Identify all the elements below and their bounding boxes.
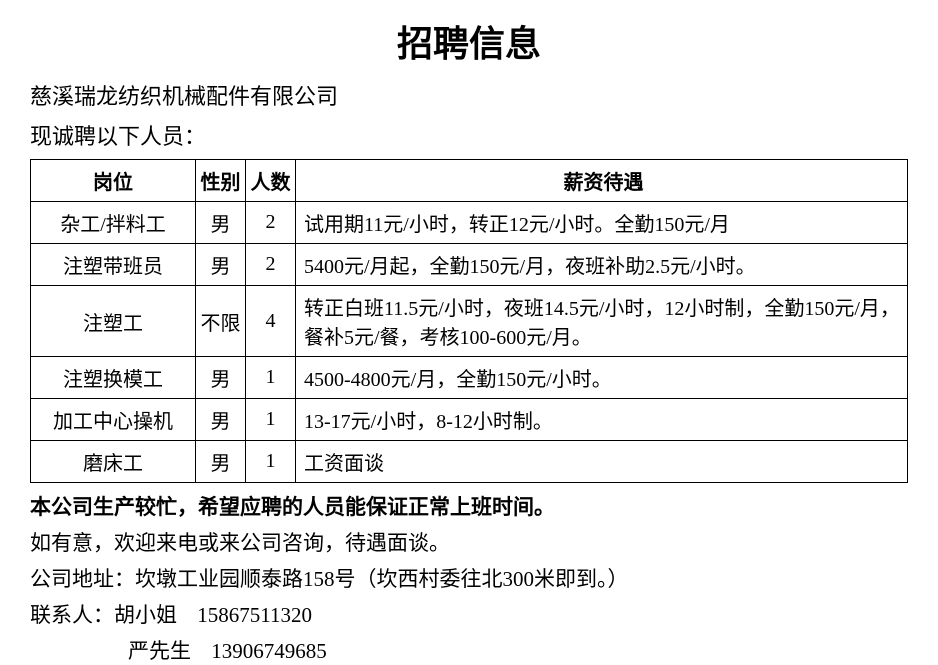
subtitle: 现诚聘以下人员： — [30, 119, 908, 151]
table-row: 注塑工 不限 4 转正白班11.5元/小时，夜班14.5元/小时，12小时制，全… — [31, 286, 908, 357]
recruitment-table: 岗位 性别 人数 薪资待遇 杂工/拌料工 男 2 试用期11元/小时，转正12元… — [30, 159, 908, 483]
table-row: 杂工/拌料工 男 2 试用期11元/小时，转正12元/小时。全勤150元/月 — [31, 202, 908, 244]
cell-gender: 男 — [196, 357, 246, 399]
cell-position: 杂工/拌料工 — [31, 202, 196, 244]
company-name: 慈溪瑞龙纺织机械配件有限公司 — [30, 79, 908, 111]
cell-position: 注塑换模工 — [31, 357, 196, 399]
cell-gender: 男 — [196, 244, 246, 286]
table-row: 磨床工 男 1 工资面谈 — [31, 441, 908, 483]
cell-salary: 5400元/月起，全勤150元/月，夜班补助2.5元/小时。 — [296, 244, 908, 286]
cell-count: 2 — [246, 244, 296, 286]
cell-count: 1 — [246, 399, 296, 441]
contact2-name: 严先生 — [128, 635, 206, 665]
header-gender: 性别 — [196, 160, 246, 202]
table-header-row: 岗位 性别 人数 薪资待遇 — [31, 160, 908, 202]
cell-count: 1 — [246, 441, 296, 483]
contact2-phone: 13906749685 — [211, 639, 327, 663]
table-row: 注塑换模工 男 1 4500-4800元/月，全勤150元/小时。 — [31, 357, 908, 399]
cell-position: 注塑带班员 — [31, 244, 196, 286]
cell-count: 2 — [246, 202, 296, 244]
cell-position: 磨床工 — [31, 441, 196, 483]
cell-salary: 工资面谈 — [296, 441, 908, 483]
cell-count: 1 — [246, 357, 296, 399]
footer-contact2: 严先生 13906749685 — [30, 635, 908, 665]
table-row: 加工中心操机 男 1 13-17元/小时，8-12小时制。 — [31, 399, 908, 441]
cell-salary: 转正白班11.5元/小时，夜班14.5元/小时，12小时制，全勤150元/月，餐… — [296, 286, 908, 357]
header-salary: 薪资待遇 — [296, 160, 908, 202]
page-title: 招聘信息 — [30, 15, 908, 67]
cell-position: 注塑工 — [31, 286, 196, 357]
header-position: 岗位 — [31, 160, 196, 202]
contact-label: 联系人： — [30, 603, 114, 627]
cell-salary: 4500-4800元/月，全勤150元/小时。 — [296, 357, 908, 399]
footer-invitation: 如有意，欢迎来电或来公司咨询，待遇面谈。 — [30, 527, 908, 557]
footer-address: 公司地址：坎墩工业园顺泰路158号（坎西村委往北300米即到。） — [30, 563, 908, 593]
footer-contact1: 联系人：胡小姐 15867511320 — [30, 599, 908, 629]
contact1-phone: 15867511320 — [197, 603, 312, 627]
cell-gender: 男 — [196, 202, 246, 244]
cell-count: 4 — [246, 286, 296, 357]
cell-gender: 不限 — [196, 286, 246, 357]
cell-gender: 男 — [196, 441, 246, 483]
cell-gender: 男 — [196, 399, 246, 441]
cell-position: 加工中心操机 — [31, 399, 196, 441]
footer-notice: 本公司生产较忙，希望应聘的人员能保证正常上班时间。 — [30, 491, 908, 521]
header-count: 人数 — [246, 160, 296, 202]
table-body: 杂工/拌料工 男 2 试用期11元/小时，转正12元/小时。全勤150元/月 注… — [31, 202, 908, 483]
contact1-name: 胡小姐 — [114, 599, 192, 629]
cell-salary: 试用期11元/小时，转正12元/小时。全勤150元/月 — [296, 202, 908, 244]
table-row: 注塑带班员 男 2 5400元/月起，全勤150元/月，夜班补助2.5元/小时。 — [31, 244, 908, 286]
cell-salary: 13-17元/小时，8-12小时制。 — [296, 399, 908, 441]
